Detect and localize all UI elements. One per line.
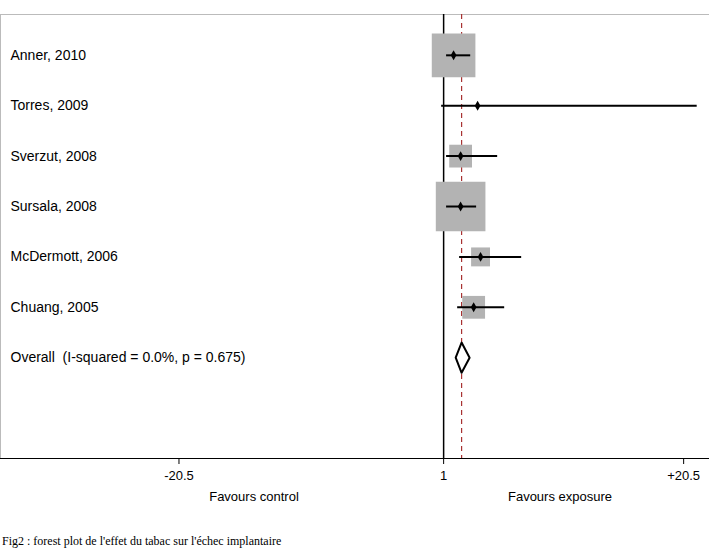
svg-text:Overall (I-squared = 0.0%, p: Overall (I-squared = 0.0%, p = 0.675) [11, 349, 246, 365]
svg-text:Favours exposure: Favours exposure [508, 489, 612, 504]
svg-text:Torres, 2009: Torres, 2009 [11, 97, 89, 113]
svg-text:-20.5: -20.5 [164, 468, 194, 483]
svg-text:Sverzut, 2008: Sverzut, 2008 [11, 148, 98, 164]
svg-text:+20.5: +20.5 [667, 468, 700, 483]
svg-text:McDermott, 2006: McDermott, 2006 [11, 248, 119, 264]
svg-text:Favours control: Favours control [209, 489, 299, 504]
html-text:Fig2 : forest plot de l'effet: Fig2 : forest plot de l'effet du tabac s… [2, 534, 282, 548]
svg-text:Sursala, 2008: Sursala, 2008 [11, 198, 98, 214]
svg-text:Anner, 2010: Anner, 2010 [11, 47, 87, 63]
svg-text:1: 1 [440, 468, 447, 483]
svg-text:Chuang, 2005: Chuang, 2005 [11, 299, 99, 315]
